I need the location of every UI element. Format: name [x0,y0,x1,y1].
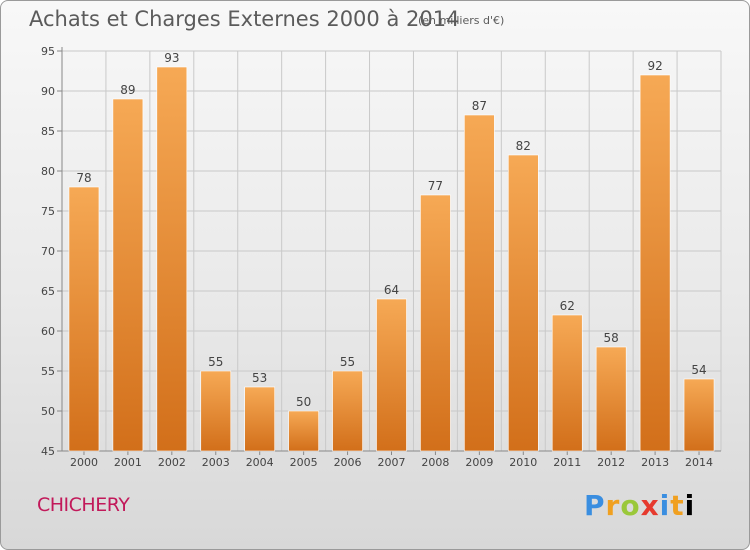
bar-value-label: 77 [428,179,443,193]
bar [376,298,407,452]
y-tick-label: 50 [41,405,55,418]
bar [551,314,583,452]
logo-letter: x [640,489,660,522]
x-tick-label: 2003 [202,456,230,469]
bar [244,386,275,452]
bar-value-label: 58 [604,331,619,345]
bar-value-label: 55 [340,355,355,369]
bar [68,186,100,452]
bar-value-label: 87 [472,99,487,113]
x-tick-label: 2001 [114,456,142,469]
x-tick-label: 2008 [421,456,449,469]
chart-title: Achats et Charges Externes 2000 à 2014 [29,7,460,31]
x-tick-label: 2006 [334,456,362,469]
bar [639,74,671,452]
bar-value-label: 54 [691,363,706,377]
commune-name: CHICHERY [37,494,130,516]
x-tick-label: 2012 [597,456,625,469]
bar [332,370,363,452]
bar [200,370,232,452]
y-tick-label: 85 [41,125,55,138]
x-tick-label: 2007 [378,456,406,469]
bar [420,194,451,452]
x-tick-label: 2000 [70,456,98,469]
bar-value-label: 55 [208,355,223,369]
x-tick-label: 2011 [553,456,581,469]
y-tick-label: 60 [41,325,55,338]
bar-value-label: 92 [647,59,662,73]
chart-subtitle: (en milliers d'€) [418,14,505,27]
x-tick-label: 2002 [158,456,186,469]
logo-letter: i [659,489,671,522]
bar-value-label: 93 [164,51,179,65]
x-tick-label: 2004 [246,456,274,469]
bar-value-label: 53 [252,371,267,385]
bar-value-label: 82 [516,139,531,153]
x-tick-label: 2009 [465,456,493,469]
y-tick-label: 70 [41,245,55,258]
bar [595,346,627,452]
x-tick-label: 2013 [641,456,669,469]
y-tick-label: 80 [41,165,55,178]
bar [288,410,319,452]
bar [464,114,495,452]
y-tick-label: 65 [41,285,55,298]
x-tick-label: 2014 [685,456,713,469]
y-tick-label: 95 [41,45,55,58]
bar-value-label: 78 [76,171,91,185]
logo-letter: r [605,489,621,522]
x-tick-label: 2010 [509,456,537,469]
logo-letter: t [670,489,685,522]
bar-value-label: 62 [560,299,575,313]
bar-value-label: 50 [296,395,311,409]
logo-letter: P [584,489,606,522]
bar-value-label: 64 [384,283,399,297]
bar [112,98,144,452]
logo-letter: o [620,489,641,522]
y-tick-label: 55 [41,365,55,378]
proxiti-logo: Proxiti [584,489,695,522]
y-tick-label: 45 [41,445,55,458]
bar [156,66,188,452]
logo-letter: i [684,489,696,522]
x-tick-label: 2005 [290,456,318,469]
y-tick-label: 75 [41,205,55,218]
bar [683,378,715,452]
bar [507,154,539,452]
y-tick-label: 90 [41,85,55,98]
bar-value-label: 89 [120,83,135,97]
